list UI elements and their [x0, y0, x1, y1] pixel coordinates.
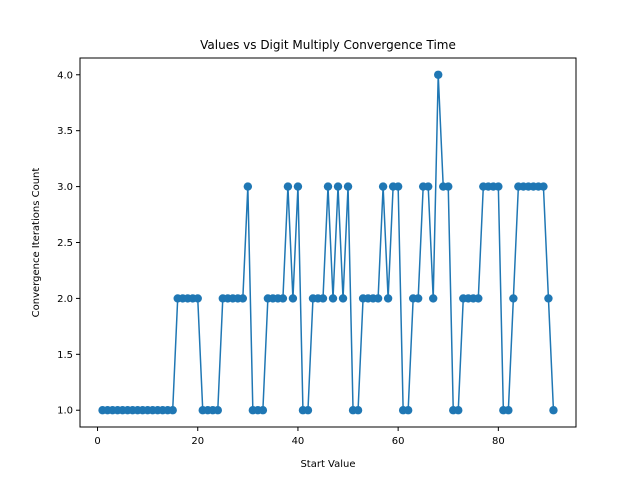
data-point	[454, 406, 463, 415]
data-point	[318, 294, 328, 303]
data-point	[353, 406, 363, 415]
data-point	[434, 70, 443, 79]
data-point	[258, 406, 268, 415]
data-point	[383, 294, 393, 303]
data-point	[424, 182, 433, 191]
y-axis-label: Convergence Iterations Count	[31, 168, 42, 318]
y-tick-label: 3.0	[57, 182, 73, 193]
x-tick-label: 60	[392, 436, 405, 447]
x-axis: 0 20 40 60 80	[94, 427, 505, 447]
data-point	[288, 294, 298, 303]
y-tick-label: 2.0	[57, 294, 73, 305]
y-tick-label: 4.0	[57, 70, 73, 81]
data-point	[303, 406, 313, 415]
y-axis: 1.0 1.5 2.0 2.5 3.0 3.5 4.0	[57, 70, 80, 417]
x-tick-label: 80	[492, 436, 505, 447]
data-point	[283, 182, 293, 191]
data-point	[549, 406, 558, 415]
data-point	[333, 182, 343, 191]
chart-title: Values vs Digit Multiply Convergence Tim…	[200, 38, 456, 52]
data-point	[429, 294, 438, 303]
y-tick-label: 1.0	[57, 406, 73, 417]
data-point	[328, 294, 338, 303]
data-point	[544, 294, 553, 303]
data-point	[373, 294, 383, 303]
data-point	[413, 294, 423, 303]
data-point	[393, 182, 403, 191]
data-point	[238, 294, 248, 303]
plot-area	[98, 70, 558, 415]
data-point	[213, 406, 222, 415]
data-point	[444, 182, 453, 191]
data-point	[494, 182, 503, 191]
data-point	[343, 182, 353, 191]
data-point	[168, 406, 177, 415]
y-tick-label: 1.5	[57, 350, 73, 361]
y-tick-label: 2.5	[57, 238, 73, 249]
data-point	[509, 294, 518, 303]
data-point	[323, 182, 333, 191]
data-point	[378, 182, 388, 191]
x-tick-label: 40	[292, 436, 305, 447]
data-point	[403, 406, 413, 415]
data-point	[338, 294, 348, 303]
data-point	[474, 294, 483, 303]
data-point	[504, 406, 513, 415]
data-point	[539, 182, 548, 191]
data-point	[278, 294, 288, 303]
x-tick-label: 0	[94, 436, 100, 447]
data-point	[243, 182, 253, 191]
data-point	[293, 182, 303, 191]
y-tick-label: 3.5	[57, 126, 73, 137]
data-point	[193, 294, 202, 303]
x-axis-label: Start Value	[300, 459, 355, 470]
x-tick-label: 20	[191, 436, 204, 447]
